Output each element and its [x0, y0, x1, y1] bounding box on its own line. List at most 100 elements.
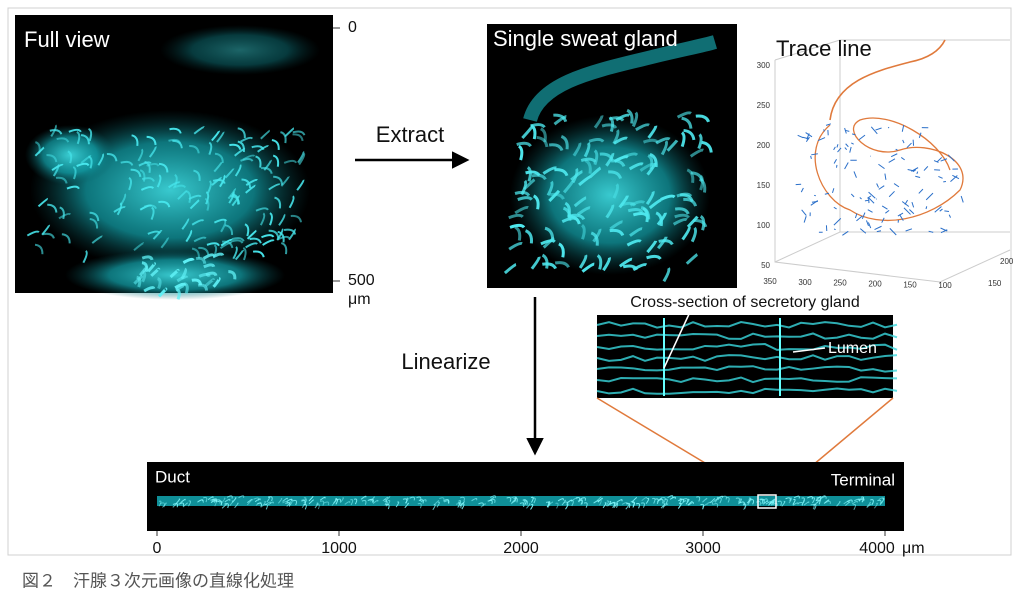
- texture-stroke: [241, 178, 252, 189]
- texture-stroke: [612, 183, 620, 199]
- texture-stroke: [220, 219, 227, 233]
- texture-stroke: [672, 217, 688, 226]
- texture-stroke: [46, 154, 58, 163]
- texture-stroke: [845, 501, 851, 506]
- texture-stroke: [214, 152, 224, 163]
- texture-stroke: [510, 500, 517, 505]
- texture-stroke: [252, 250, 265, 258]
- texture-stroke: [546, 501, 551, 508]
- texture-stroke: [141, 261, 149, 273]
- texture-stroke: [546, 180, 554, 197]
- texture-stroke: [261, 234, 275, 239]
- trace-vector: [950, 175, 958, 183]
- trace-vector: [868, 197, 875, 204]
- texture-stroke: [593, 149, 599, 166]
- texture-stroke: [677, 502, 682, 509]
- texture-stroke: [645, 497, 650, 504]
- scale-unit: μm: [348, 291, 371, 308]
- texture-stroke: [417, 502, 422, 509]
- texture-stroke: [230, 239, 244, 244]
- texture-stroke: [878, 497, 885, 501]
- texture-stroke: [204, 278, 216, 288]
- cross-section-texture: [596, 318, 898, 396]
- texture-stroke: [646, 240, 658, 254]
- texture-stroke: [34, 146, 45, 157]
- texture-stroke: [237, 127, 246, 139]
- texture-stroke: [593, 115, 604, 129]
- texture-stroke: [605, 204, 615, 219]
- texture-stroke: [674, 213, 690, 219]
- texture-stroke: [738, 498, 742, 505]
- texture-stroke: [136, 275, 142, 288]
- full-view-scale: 0 500 μm: [333, 19, 375, 308]
- texture-stroke: [588, 166, 602, 179]
- texture-stroke: [246, 499, 252, 506]
- trace-vector: [837, 147, 842, 153]
- trace-vector: [923, 166, 929, 171]
- texture-stroke: [106, 152, 118, 162]
- trace-vector: [868, 191, 876, 199]
- texture-stroke: [292, 133, 304, 142]
- texture-stroke: [148, 145, 157, 158]
- texture-stroke: [816, 498, 822, 504]
- texture-stroke: [682, 498, 688, 503]
- texture-stroke: [870, 499, 874, 505]
- texture-stroke: [525, 170, 541, 177]
- texture-stroke: [683, 128, 696, 141]
- texture-stroke: [157, 277, 162, 290]
- texture-stroke: [565, 503, 569, 510]
- texture-stroke: [42, 232, 55, 239]
- texture-stroke: [113, 206, 126, 213]
- trace-vector: [940, 158, 948, 162]
- single-gland-label: Single sweat gland: [493, 26, 678, 51]
- texture-stroke: [386, 499, 391, 506]
- texture-stroke: [622, 264, 639, 271]
- trace-plot: [774, 39, 1011, 283]
- texture-stroke: [696, 496, 701, 502]
- y-tick-label: 200: [1000, 257, 1014, 266]
- texture-stroke: [206, 242, 220, 247]
- texture-stroke: [296, 179, 305, 191]
- texture-stroke: [303, 503, 307, 510]
- texture-stroke: [666, 139, 679, 152]
- texture-stroke: [172, 184, 187, 189]
- texture-stroke: [785, 497, 791, 502]
- trace-vector: [861, 212, 866, 220]
- texture-stroke: [759, 498, 764, 505]
- trace-vector: [899, 214, 904, 221]
- trace-vector: [901, 124, 905, 132]
- texture-stroke: [219, 241, 233, 250]
- texture-stroke: [168, 138, 182, 144]
- texture-stroke: [657, 236, 668, 250]
- texture-stroke: [88, 127, 93, 142]
- trace-vector: [811, 200, 818, 203]
- trace-vector: [825, 123, 832, 126]
- texture-stroke: [610, 159, 626, 168]
- texture-stroke: [443, 500, 450, 504]
- pointer-line: [663, 311, 691, 369]
- texture-stroke: [178, 502, 185, 507]
- texture-stroke: [205, 271, 218, 277]
- texture-stroke: [701, 140, 713, 153]
- trace-vector: [844, 162, 849, 170]
- texture-stroke: [801, 499, 806, 506]
- texture-stroke: [229, 143, 242, 151]
- texture-stroke: [234, 249, 245, 261]
- texture-stroke: [532, 497, 536, 504]
- z-tick-label: 100: [757, 221, 771, 230]
- texture-stroke: [268, 229, 280, 239]
- trace-vector: [933, 160, 939, 163]
- texture-stroke: [212, 178, 226, 185]
- texture-stroke: [503, 263, 517, 275]
- texture-stroke: [242, 154, 256, 161]
- texture-stroke: [788, 497, 793, 504]
- texture-stroke: [700, 503, 705, 510]
- texture-stroke: [612, 502, 616, 509]
- texture-stroke: [530, 503, 534, 510]
- texture-stroke: [283, 159, 298, 164]
- texture-stroke: [146, 135, 157, 146]
- texture-stroke: [770, 499, 775, 506]
- texture-stroke: [308, 496, 314, 502]
- pointer-line: [792, 347, 826, 353]
- texture-stroke: [175, 498, 181, 504]
